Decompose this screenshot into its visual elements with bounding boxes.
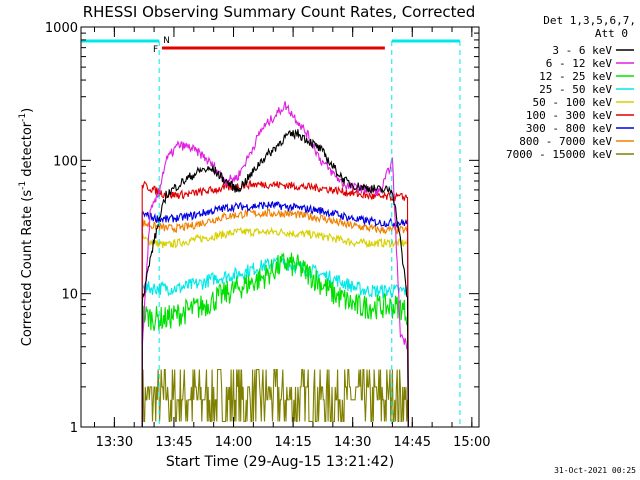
y-axis-label: Corrected Count Rate (s-1 detector-1) (18, 108, 35, 346)
series-12-25keV (141, 252, 409, 427)
x-tick-label: 14:30 (334, 435, 371, 450)
series-50-100keV (141, 226, 409, 427)
y-tick-label: 1 (70, 421, 78, 436)
legend-label: 50 - 100 keV (533, 96, 613, 109)
x-axis-label: Start Time (29-Aug-15 13:21:42) (166, 454, 394, 470)
legend-label: 25 - 50 keV (539, 83, 612, 96)
x-tick-label: 13:45 (155, 435, 192, 450)
legend-label: 300 - 800 keV (526, 122, 612, 135)
x-tick-label: 13:30 (96, 435, 133, 450)
series-300-800keV (141, 200, 409, 427)
data-series-layer (141, 101, 409, 427)
series-line (141, 180, 409, 427)
night-flare-markers: NF (81, 36, 461, 427)
series-7000-15000keV (141, 368, 409, 427)
series-800-7000keV (141, 208, 409, 427)
legend-label: 6 - 12 keV (546, 57, 613, 70)
x-tick-label: 14:00 (215, 435, 252, 450)
series-100-300keV (141, 180, 409, 427)
legend-header-2: Att 0 (595, 27, 628, 40)
legend-header-1: Det 1,3,5,6,7, (543, 14, 636, 27)
legend-label: 7000 - 15000 keV (506, 148, 612, 161)
legend-label: 800 - 7000 keV (519, 135, 612, 148)
series-3-6keV (141, 128, 409, 427)
series-25-50keV (141, 256, 409, 427)
x-axis-ticks: 13:30 13:45 14:00 14:15 14:30 14:45 15:00 (94, 27, 491, 450)
series-line (141, 208, 409, 427)
x-tick-label: 14:45 (394, 435, 431, 450)
x-tick-label: 15:00 (453, 435, 490, 450)
series-line (141, 252, 409, 427)
series-line (141, 200, 409, 427)
date-stamp: 31-Oct-2021 00:25 (554, 466, 636, 475)
y-tick-label: 100 (53, 154, 78, 169)
y-axis-ticks: 1 10 100 1000 (45, 21, 479, 436)
y-tick-label: 10 (61, 288, 78, 303)
series-line (141, 256, 409, 427)
legend-label: 12 - 25 keV (539, 70, 612, 83)
legend-label: 3 - 6 keV (552, 44, 612, 57)
night-marker-label: N (163, 36, 170, 46)
chart-title: RHESSI Observing Summary Count Rates, Co… (83, 3, 476, 21)
x-tick-label: 14:15 (274, 435, 311, 450)
flare-marker-label: F (153, 45, 158, 55)
series-line (141, 128, 409, 427)
y-tick-label: 1000 (45, 21, 78, 36)
series-line (141, 368, 409, 427)
legend-label: 100 - 300 keV (526, 109, 612, 122)
series-line (141, 226, 409, 427)
plot-frame (80, 26, 480, 428)
